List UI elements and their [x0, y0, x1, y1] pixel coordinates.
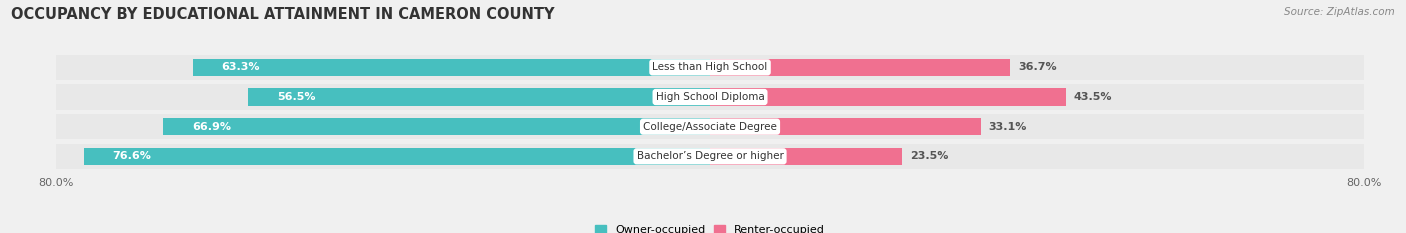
- Bar: [84, 148, 710, 165]
- Text: 63.3%: 63.3%: [221, 62, 260, 72]
- Text: Bachelor’s Degree or higher: Bachelor’s Degree or higher: [637, 151, 783, 161]
- Bar: [710, 118, 980, 135]
- Text: High School Diploma: High School Diploma: [655, 92, 765, 102]
- Bar: [193, 59, 710, 76]
- Text: College/Associate Degree: College/Associate Degree: [643, 122, 778, 132]
- Text: Less than High School: Less than High School: [652, 62, 768, 72]
- Bar: [56, 55, 1364, 80]
- Bar: [710, 148, 903, 165]
- Text: 33.1%: 33.1%: [988, 122, 1026, 132]
- Bar: [56, 114, 1364, 139]
- Legend: Owner-occupied, Renter-occupied: Owner-occupied, Renter-occupied: [591, 220, 830, 233]
- Bar: [163, 118, 710, 135]
- Text: 56.5%: 56.5%: [277, 92, 315, 102]
- Text: 36.7%: 36.7%: [1018, 62, 1057, 72]
- Text: 23.5%: 23.5%: [910, 151, 949, 161]
- Bar: [56, 144, 1364, 169]
- Text: OCCUPANCY BY EDUCATIONAL ATTAINMENT IN CAMERON COUNTY: OCCUPANCY BY EDUCATIONAL ATTAINMENT IN C…: [11, 7, 555, 22]
- Text: Source: ZipAtlas.com: Source: ZipAtlas.com: [1284, 7, 1395, 17]
- Bar: [56, 84, 1364, 110]
- Bar: [710, 88, 1066, 106]
- Bar: [249, 88, 710, 106]
- Text: 66.9%: 66.9%: [191, 122, 231, 132]
- Bar: [710, 59, 1010, 76]
- Text: 76.6%: 76.6%: [112, 151, 152, 161]
- Text: 43.5%: 43.5%: [1074, 92, 1112, 102]
